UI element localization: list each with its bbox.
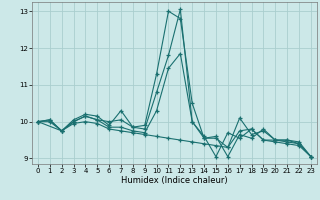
- X-axis label: Humidex (Indice chaleur): Humidex (Indice chaleur): [121, 176, 228, 185]
